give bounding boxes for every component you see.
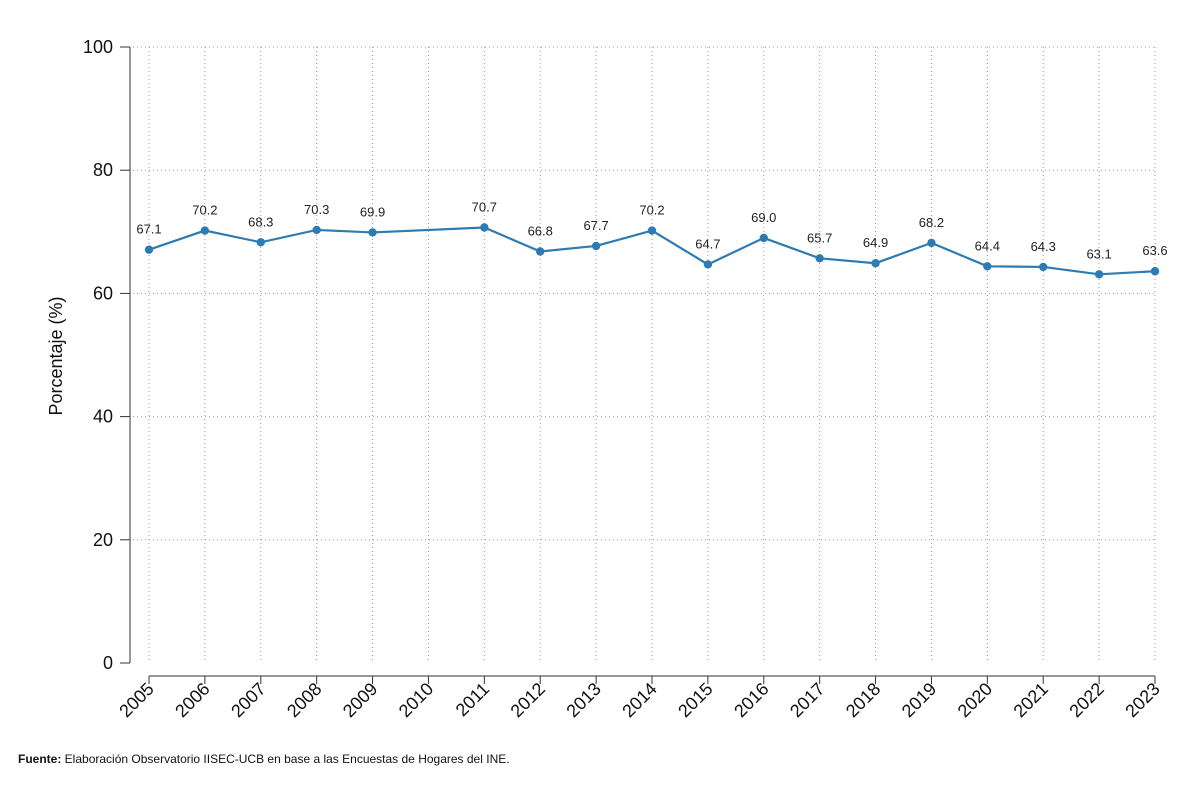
data-point (368, 228, 377, 237)
x-tick-label: 2005 (115, 679, 157, 721)
y-tick-label: 20 (93, 530, 113, 550)
data-label: 69.0 (751, 210, 776, 225)
data-point (983, 262, 992, 271)
data-point (591, 241, 601, 251)
y-tick-label: 100 (83, 37, 113, 57)
data-label: 66.8 (528, 224, 553, 239)
data-point (647, 226, 657, 235)
data-point (815, 254, 824, 263)
data-label: 67.1 (136, 222, 161, 237)
data-point (200, 226, 210, 235)
x-tick-label: 2021 (1010, 679, 1052, 721)
data-label: 67.7 (583, 218, 608, 233)
data-label: 69.9 (360, 204, 385, 219)
data-label: 63.1 (1086, 246, 1111, 261)
axes: 0 20 40 60 80 100 2005 2006 2007 2008 2009 2010 2011… (83, 37, 1164, 721)
x-tick-label: 2009 (339, 679, 381, 721)
y-tick-label: 0 (103, 653, 113, 673)
data-label: 65.7 (807, 230, 832, 245)
data-point (1039, 262, 1048, 272)
x-tick-label: 2020 (954, 679, 996, 721)
x-tick-label: 2013 (562, 679, 604, 721)
x-tick-label: 2015 (674, 679, 716, 721)
data-label: 70.7 (472, 199, 497, 214)
data-label: 70.2 (192, 203, 217, 218)
x-tick-label: 2019 (898, 679, 940, 721)
data-label: 68.3 (248, 214, 273, 229)
data-point (1094, 270, 1104, 279)
source-text: Elaboración Observatorio IISEC-UCB en ba… (61, 752, 510, 766)
data-label: 70.3 (304, 202, 329, 217)
source-note: Fuente: Elaboración Observatorio IISEC-U… (18, 752, 510, 766)
data-label: 64.4 (975, 238, 1000, 253)
data-point (480, 223, 489, 232)
x-tick-label: 2014 (618, 679, 660, 721)
data-point (927, 238, 936, 248)
x-tick-label: 2016 (730, 679, 772, 721)
x-tick-label: 2017 (786, 679, 828, 721)
series-line (148, 226, 1156, 276)
data-series: 67.1 70.2 68.3 70.3 69.9 70.7 66.8 67.7 70.2 64.7… (136, 199, 1168, 279)
gridlines (129, 46, 1156, 663)
x-tick-label: 2008 (283, 679, 325, 721)
data-point (1150, 267, 1160, 276)
data-point (703, 260, 713, 269)
source-label: Fuente: (18, 752, 62, 766)
x-tick-label: 2023 (1121, 679, 1163, 721)
y-axis-label: Porcentaje (%) (46, 296, 66, 415)
x-tick-label: 2012 (507, 679, 549, 721)
data-point (871, 259, 880, 268)
data-point (312, 225, 321, 235)
x-tick-label: 2010 (395, 679, 437, 721)
x-tick-label: 2022 (1065, 679, 1107, 721)
x-tick-label: 2018 (842, 679, 884, 721)
y-tick-label: 40 (93, 407, 113, 427)
data-point (256, 238, 265, 247)
data-point (536, 247, 545, 256)
data-point (144, 245, 154, 254)
x-tick-label: 2007 (227, 679, 269, 721)
x-tick-label: 2006 (171, 679, 213, 721)
data-label: 70.2 (639, 203, 664, 218)
x-tick-label: 2011 (452, 679, 494, 721)
data-label: 63.6 (1142, 243, 1167, 258)
data-point (759, 233, 768, 243)
data-label: 64.7 (695, 236, 720, 251)
data-label: 68.2 (919, 215, 944, 230)
y-tick-label: 80 (93, 160, 113, 180)
data-label: 64.9 (863, 235, 888, 250)
y-tick-label: 60 (93, 283, 113, 303)
data-label: 64.3 (1031, 239, 1056, 254)
